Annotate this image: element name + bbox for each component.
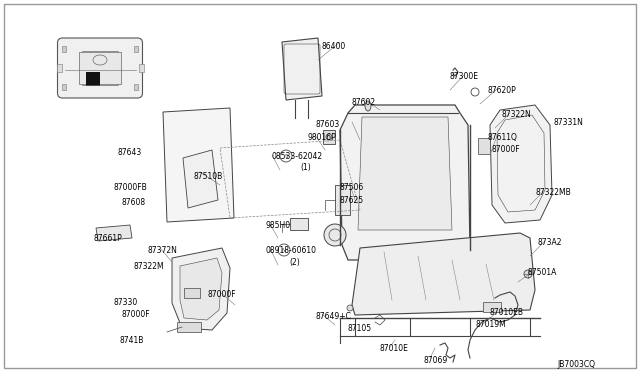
Text: 87661P: 87661P — [93, 234, 122, 243]
Bar — [134, 46, 138, 52]
Text: 87322M: 87322M — [133, 262, 164, 271]
Text: 87620P: 87620P — [487, 86, 516, 95]
Text: 87372N: 87372N — [148, 246, 178, 255]
Text: 87300E: 87300E — [450, 72, 479, 81]
Bar — [86, 72, 100, 86]
Text: 98016P: 98016P — [308, 133, 337, 142]
Bar — [478, 138, 490, 154]
Bar — [61, 84, 65, 90]
Ellipse shape — [347, 305, 353, 311]
Text: 87069: 87069 — [424, 356, 448, 365]
Bar — [177, 322, 201, 332]
Text: 985H0: 985H0 — [265, 221, 290, 230]
Bar — [483, 302, 501, 312]
Text: 87501A: 87501A — [527, 268, 556, 277]
Text: 87331N: 87331N — [553, 118, 583, 127]
Text: 08533-62042: 08533-62042 — [272, 152, 323, 161]
Text: 87506: 87506 — [340, 183, 364, 192]
Polygon shape — [180, 258, 222, 320]
Bar — [335, 185, 350, 215]
Text: 87611Q: 87611Q — [487, 133, 517, 142]
Bar — [138, 64, 143, 72]
Text: 873A2: 873A2 — [537, 238, 561, 247]
Text: N: N — [282, 247, 286, 253]
Text: JB7003CQ: JB7003CQ — [557, 360, 595, 369]
Polygon shape — [358, 117, 452, 230]
Text: 87603: 87603 — [316, 120, 340, 129]
Polygon shape — [352, 233, 535, 315]
Text: 87330: 87330 — [114, 298, 138, 307]
Text: 87322MB: 87322MB — [535, 188, 571, 197]
Text: 87010EB: 87010EB — [490, 308, 524, 317]
Bar — [61, 46, 65, 52]
Text: 08918-60610: 08918-60610 — [265, 246, 316, 255]
Text: 87625: 87625 — [340, 196, 364, 205]
Text: 87000F: 87000F — [122, 310, 150, 319]
Ellipse shape — [324, 224, 346, 246]
Ellipse shape — [365, 101, 371, 111]
Text: 87322N: 87322N — [501, 110, 531, 119]
Text: 8741B: 8741B — [120, 336, 145, 345]
Text: (2): (2) — [289, 258, 300, 267]
Text: 87643: 87643 — [118, 148, 142, 157]
Polygon shape — [172, 248, 230, 330]
Text: 87010E: 87010E — [379, 344, 408, 353]
Polygon shape — [96, 225, 132, 241]
Ellipse shape — [524, 270, 532, 278]
FancyBboxPatch shape — [58, 38, 143, 98]
Text: 87608: 87608 — [122, 198, 146, 207]
Polygon shape — [163, 108, 234, 222]
Polygon shape — [340, 105, 470, 260]
Text: S: S — [284, 154, 288, 158]
Text: 87000FB: 87000FB — [113, 183, 147, 192]
Text: 87510B: 87510B — [193, 172, 222, 181]
Polygon shape — [183, 150, 218, 208]
Text: 86400: 86400 — [322, 42, 346, 51]
Text: 87000F: 87000F — [491, 145, 520, 154]
Bar — [56, 64, 61, 72]
Polygon shape — [490, 105, 552, 223]
Bar — [184, 288, 200, 298]
Text: 87000F: 87000F — [208, 290, 237, 299]
Text: 87105: 87105 — [348, 324, 372, 333]
Text: 87649+C: 87649+C — [316, 312, 352, 321]
Polygon shape — [282, 38, 322, 100]
Bar — [290, 218, 308, 230]
Bar — [134, 84, 138, 90]
Bar — [79, 52, 121, 84]
Text: 87602: 87602 — [352, 98, 376, 107]
Text: 87019M: 87019M — [475, 320, 506, 329]
Text: (1): (1) — [300, 163, 311, 172]
Bar — [323, 130, 335, 144]
